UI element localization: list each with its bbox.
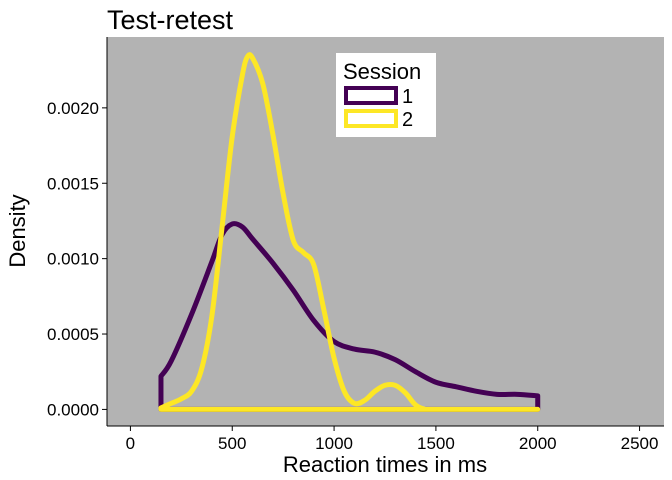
legend-key-session-2 (344, 109, 398, 128)
legend: Session 12 (336, 53, 436, 137)
density-curve-session-2 (158, 52, 541, 412)
legend-title: Session (343, 59, 421, 84)
density-curve-session-1 (158, 221, 541, 412)
y-axis-ticks: 0.0000 0.0005 0.0010 0.0015 0.0020 (47, 99, 107, 419)
legend-key-session-1 (344, 86, 398, 105)
y-axis-title: Density (5, 194, 30, 267)
x-axis-title: Reaction times in ms (283, 452, 487, 477)
chart-title: Test-retest (107, 5, 234, 35)
x-axis-ticks: 0 500 1000 1500 2000 2500 (126, 426, 659, 453)
legend-items: 12 (344, 86, 413, 131)
series-layer (158, 52, 541, 412)
y-tick-label: 0.0000 (47, 400, 99, 419)
y-tick-label: 0.0015 (47, 174, 99, 193)
y-tick-label: 0.0005 (47, 325, 99, 344)
legend-label-session-1: 1 (402, 86, 413, 108)
legend-label-session-2: 2 (402, 109, 413, 131)
x-tick-label: 2000 (519, 434, 557, 453)
x-tick-label: 1000 (315, 434, 353, 453)
y-tick-label: 0.0010 (47, 250, 99, 269)
x-tick-label: 1500 (417, 434, 455, 453)
x-tick-label: 0 (126, 434, 135, 453)
x-tick-label: 500 (218, 434, 246, 453)
x-tick-label: 2500 (621, 434, 659, 453)
legend-background (336, 53, 436, 137)
y-tick-label: 0.0020 (47, 99, 99, 118)
